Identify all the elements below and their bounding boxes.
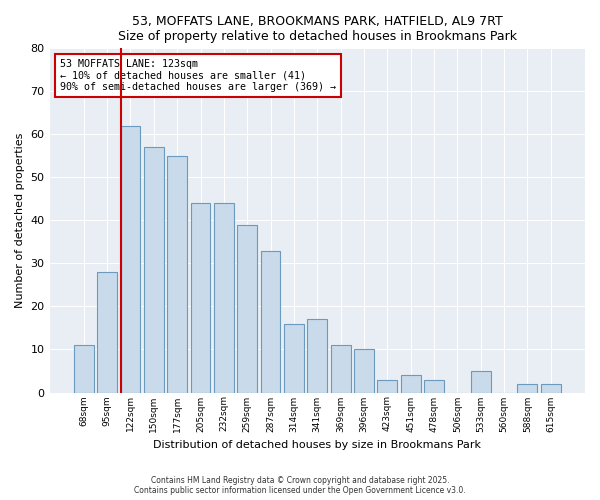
Bar xyxy=(214,203,234,392)
Bar xyxy=(121,126,140,392)
Bar xyxy=(307,320,327,392)
Text: 53 MOFFATS LANE: 123sqm
← 10% of detached houses are smaller (41)
90% of semi-de: 53 MOFFATS LANE: 123sqm ← 10% of detache… xyxy=(60,58,336,92)
Title: 53, MOFFATS LANE, BROOKMANS PARK, HATFIELD, AL9 7RT
Size of property relative to: 53, MOFFATS LANE, BROOKMANS PARK, HATFIE… xyxy=(118,15,517,43)
Bar xyxy=(424,380,444,392)
Bar xyxy=(260,250,280,392)
Bar xyxy=(167,156,187,392)
Bar xyxy=(331,345,350,393)
Y-axis label: Number of detached properties: Number of detached properties xyxy=(15,132,25,308)
Bar xyxy=(541,384,560,392)
Bar xyxy=(517,384,538,392)
X-axis label: Distribution of detached houses by size in Brookmans Park: Distribution of detached houses by size … xyxy=(153,440,481,450)
Bar xyxy=(377,380,397,392)
Text: Contains HM Land Registry data © Crown copyright and database right 2025.
Contai: Contains HM Land Registry data © Crown c… xyxy=(134,476,466,495)
Bar xyxy=(238,224,257,392)
Bar xyxy=(284,324,304,392)
Bar xyxy=(354,350,374,393)
Bar xyxy=(191,203,211,392)
Bar xyxy=(97,272,117,392)
Bar xyxy=(471,371,491,392)
Bar xyxy=(401,376,421,392)
Bar xyxy=(74,345,94,393)
Bar xyxy=(144,148,164,392)
